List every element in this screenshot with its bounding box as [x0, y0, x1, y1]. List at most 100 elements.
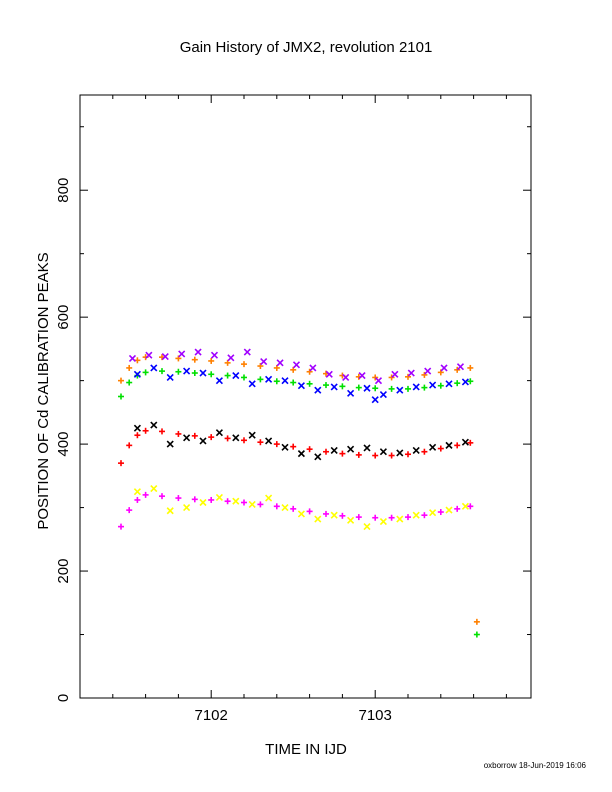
series-2-point	[183, 367, 191, 375]
series-5-point	[330, 446, 338, 455]
y-tick-label: 0	[55, 694, 72, 702]
series-3-point	[456, 363, 465, 371]
x-tick-label: 7102	[195, 707, 228, 724]
series-3-point	[128, 354, 137, 362]
series-3-point	[325, 370, 333, 378]
series-6-point	[191, 496, 198, 503]
series-4-point	[290, 443, 297, 450]
series-0-point	[191, 356, 198, 363]
series-4-point	[405, 451, 411, 458]
series-7-point	[330, 511, 338, 519]
series-6-point	[241, 499, 247, 506]
series-1-point	[467, 378, 474, 385]
series-6-point	[118, 523, 124, 530]
series-5-point	[297, 450, 305, 458]
series-2-point	[363, 384, 371, 392]
series-1-point	[290, 379, 297, 386]
series-3-point	[145, 351, 153, 359]
series-2-point	[215, 377, 223, 385]
series-5-point	[150, 421, 158, 429]
series-4-point	[421, 448, 428, 455]
series-9-point	[473, 631, 480, 638]
series-1-point	[355, 384, 362, 391]
series-2-point	[314, 386, 322, 394]
series-1-point	[175, 368, 182, 375]
series-0-point	[454, 366, 461, 373]
series-3-point	[391, 370, 399, 378]
series-0-point	[241, 361, 247, 368]
series-5-point	[199, 437, 207, 445]
series-3-point	[374, 377, 383, 385]
series-3-point	[309, 364, 317, 372]
series-2-point	[445, 380, 453, 388]
y-tick-label: 200	[55, 559, 72, 584]
series-4-point	[355, 451, 362, 458]
series-0-point	[372, 374, 379, 381]
series-6-point	[405, 514, 411, 521]
series-2-point	[150, 364, 158, 372]
series-2-point	[166, 373, 174, 382]
series-7-point	[461, 502, 469, 510]
series-2-point	[330, 383, 338, 391]
series-4-point	[241, 437, 247, 444]
series-7-point	[412, 511, 420, 519]
series-7-point	[232, 497, 240, 505]
series-1-point	[421, 384, 428, 391]
series-8-point	[473, 618, 480, 625]
x-axis-label: TIME IN IJD	[265, 741, 347, 758]
series-7-point	[150, 484, 158, 493]
series-3-point	[358, 371, 366, 380]
series-5-point	[363, 444, 371, 452]
series-5-point	[232, 434, 240, 442]
series-3-point	[210, 351, 219, 359]
series-1-point	[339, 383, 346, 390]
series-7-point	[429, 509, 437, 517]
series-0-point	[388, 374, 395, 381]
series-5-point	[379, 448, 387, 456]
series-4-point	[175, 430, 182, 437]
series-7-point	[297, 510, 305, 518]
series-6-point	[306, 508, 313, 515]
series-5-point	[183, 434, 191, 442]
series-0-point	[405, 373, 411, 380]
series-4-point	[339, 450, 346, 457]
series-2-point	[371, 396, 379, 404]
series-2-point	[347, 389, 355, 397]
series-1-point	[454, 380, 461, 387]
series-2-point	[199, 369, 207, 377]
series-1-point	[159, 368, 165, 375]
series-1-point	[126, 379, 133, 386]
series-0-point	[224, 359, 231, 366]
series-5-point	[445, 441, 453, 449]
series-5-point	[133, 424, 141, 432]
series-7-point	[379, 517, 387, 526]
series-6-point	[208, 496, 215, 503]
axis-ticks: 0 200 400 600 800 7102 7103	[55, 95, 531, 724]
series-6-point	[388, 514, 395, 521]
series-0-point	[126, 364, 133, 371]
series-4-point	[224, 435, 231, 442]
series-6-point	[290, 505, 297, 512]
series-6-point	[323, 510, 329, 517]
series-5-point	[248, 431, 256, 439]
series-4-point	[142, 427, 149, 434]
series-4-point	[323, 448, 329, 455]
series-1-point	[405, 385, 411, 392]
footer-credit: oxborrow 18-Jun-2019 16:06	[484, 761, 587, 770]
series-7-point	[396, 515, 404, 523]
series-6-point	[339, 512, 346, 519]
series-6-point	[421, 512, 428, 519]
series-5-point	[166, 440, 174, 448]
series-5-point	[281, 443, 289, 451]
series-7-point	[314, 515, 322, 523]
series-4-point	[467, 439, 474, 446]
series-4-point	[118, 460, 124, 467]
series-4-point	[273, 441, 280, 448]
series-7-point	[215, 493, 223, 501]
series-2-point	[379, 391, 387, 399]
series-6-point	[372, 514, 379, 521]
series-6-point	[437, 509, 444, 516]
series-3-point	[424, 367, 432, 375]
series-3-point	[194, 348, 202, 356]
